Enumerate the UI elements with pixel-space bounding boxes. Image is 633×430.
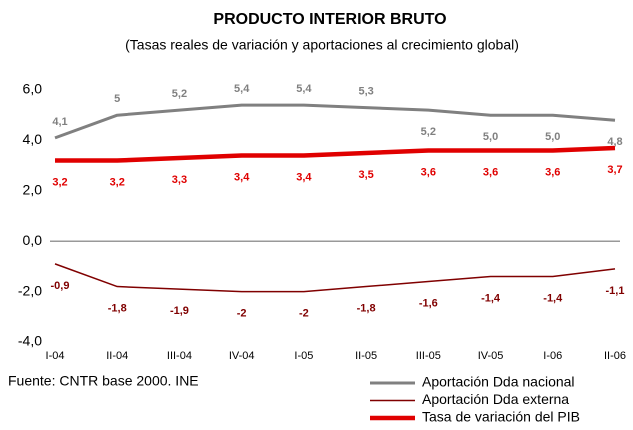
value-label: -1,1 xyxy=(606,285,625,297)
x-tick-label: IV-04 xyxy=(229,350,255,362)
x-tick-label: II-06 xyxy=(604,350,626,362)
value-label: 5,2 xyxy=(421,126,436,138)
value-label: 3,7 xyxy=(607,164,622,176)
x-tick-label: I-06 xyxy=(543,350,562,362)
value-label: 5,0 xyxy=(545,131,560,143)
x-tick-label: I-04 xyxy=(46,350,65,362)
value-label: 3,5 xyxy=(358,169,373,181)
x-tick-label: III-04 xyxy=(167,350,192,362)
value-label: 5,3 xyxy=(358,86,373,98)
value-label: 4,1 xyxy=(52,116,67,128)
chart-title: PRODUCTO INTERIOR BRUTO xyxy=(213,11,446,28)
value-label: 5,2 xyxy=(172,88,187,100)
value-label: 3,6 xyxy=(421,166,436,178)
value-label: -2 xyxy=(237,308,247,320)
chart-subtitle: (Tasas reales de variación y aportacione… xyxy=(125,37,519,53)
value-label: 5 xyxy=(114,93,120,105)
y-tick-label: 0,0 xyxy=(23,232,43,248)
value-label: -1,8 xyxy=(108,302,127,314)
source: Fuente: CNTR base 2000. INE xyxy=(8,373,199,389)
x-tick-label: I-05 xyxy=(294,350,313,362)
x-tick-label: III-05 xyxy=(416,350,441,362)
value-label: 3,2 xyxy=(110,176,125,188)
value-label: 3,4 xyxy=(234,171,250,183)
value-label: 3,4 xyxy=(296,171,312,183)
value-label: 3,3 xyxy=(172,174,187,186)
value-label: 3,6 xyxy=(545,166,560,178)
value-label: 4,8 xyxy=(607,136,622,148)
value-label: -1,9 xyxy=(170,305,189,317)
x-tick-label: II-05 xyxy=(355,350,377,362)
value-label: 5,0 xyxy=(483,131,498,143)
value-label: 5,4 xyxy=(296,83,312,95)
value-label: -1,4 xyxy=(481,292,501,304)
y-tick-label: -2,0 xyxy=(18,282,42,298)
y-tick-label: 4,0 xyxy=(23,131,43,147)
y-tick-label: 2,0 xyxy=(23,182,43,198)
value-label: 3,2 xyxy=(52,176,67,188)
x-tick-label: II-04 xyxy=(106,350,128,362)
legend-label: Tasa de variación del PIB xyxy=(422,409,580,425)
x-tick-label: IV-05 xyxy=(478,350,504,362)
y-tick-label: 6,0 xyxy=(23,81,43,97)
value-label: -0,9 xyxy=(51,280,70,292)
value-label: 5,4 xyxy=(234,83,250,95)
series-line xyxy=(54,103,616,140)
value-label: -1,4 xyxy=(543,292,563,304)
series-line xyxy=(55,145,616,163)
value-label: -1,6 xyxy=(419,297,438,309)
series-line xyxy=(54,263,616,293)
legend-label: Aportación Dda nacional xyxy=(422,374,575,390)
value-label: -1,8 xyxy=(357,302,376,314)
value-label: 3,6 xyxy=(483,166,498,178)
legend-label: Aportación Dda externa xyxy=(422,391,569,407)
value-label: -2 xyxy=(299,308,309,320)
y-tick-label: -4,0 xyxy=(18,333,42,349)
